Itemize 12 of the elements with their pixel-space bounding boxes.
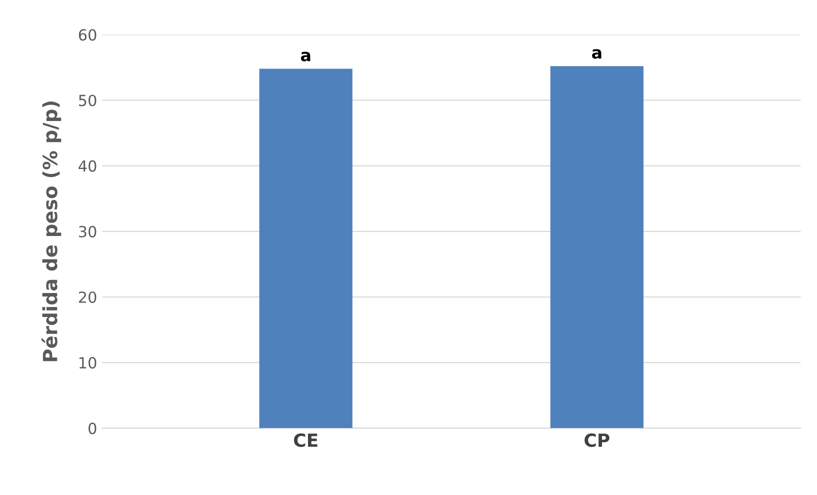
y-tick-label: 40 [78,160,96,172]
y-tick-label: 20 [78,291,96,304]
y-tick-label: 60 [78,29,96,41]
y-tick-label: 50 [79,94,96,106]
y-axis-title: Pérdida de peso (% p/p) [42,102,62,362]
annotation: a [300,52,310,62]
x-tick-label: CE [294,433,318,448]
x-tick-label: CP [584,433,610,448]
y-tick-label: 10 [80,357,96,369]
y-tick-label: 0 [88,422,96,434]
y-tick-label: 30 [78,226,96,238]
annotation: a [592,49,602,59]
